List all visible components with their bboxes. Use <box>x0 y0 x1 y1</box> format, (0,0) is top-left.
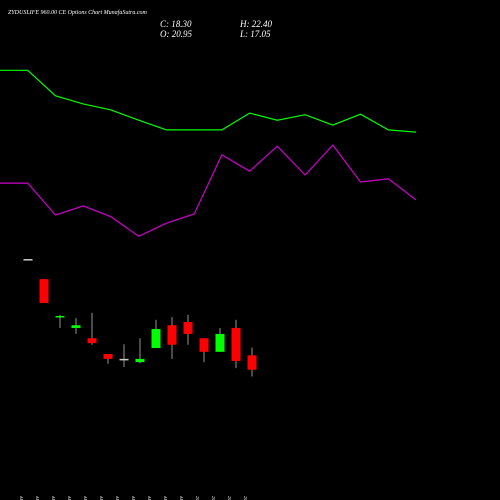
x-tick-label: 03 Dec <box>227 496 233 500</box>
candle-body <box>135 358 145 363</box>
candle-body <box>151 329 161 349</box>
candle-body <box>231 327 241 362</box>
candle-body <box>87 338 97 344</box>
candle-body <box>23 259 33 261</box>
indicator-line <box>0 69 417 133</box>
x-tick-label: 04 Dec <box>242 496 249 500</box>
x-tick-label: 18 Nov <box>51 496 57 500</box>
indicator-line <box>0 144 417 237</box>
candle-body <box>247 355 257 370</box>
x-tick-label: 19 Nov <box>67 496 73 500</box>
x-tick-label: 26 Nov <box>147 496 153 500</box>
candle-body <box>55 316 65 318</box>
x-tick-label: 21 Nov <box>99 496 105 500</box>
candle-body <box>199 338 209 352</box>
x-tick-label: 01 Dec <box>195 496 201 500</box>
x-tick-label: 13 Nov <box>19 496 25 500</box>
x-tick-label: 24 Nov <box>114 496 121 500</box>
candle-body <box>183 321 193 334</box>
close-label: C: 18.30 <box>160 19 192 29</box>
candle-body <box>39 279 49 303</box>
x-tick-label: 25 Nov <box>131 496 137 500</box>
candle-body <box>167 325 177 345</box>
chart-title: ZYDUSLIFE 960.00 CE Options Chart Munafa… <box>8 9 148 16</box>
candle-body <box>215 333 225 352</box>
low-label: L: 17.05 <box>239 29 271 39</box>
x-tick-label: 28 Nov <box>179 496 185 500</box>
candle-body <box>71 325 81 328</box>
x-tick-label: 20 Nov <box>83 496 89 500</box>
x-tick-label: 17 Nov <box>35 496 41 500</box>
high-label: H: 22.40 <box>239 19 272 29</box>
x-tick-label: 27 Nov <box>163 496 169 500</box>
open-label: O: 20.95 <box>160 29 192 39</box>
candle-body <box>119 358 129 361</box>
candle-body <box>103 353 113 359</box>
x-tick-label: 02 Dec <box>211 496 217 500</box>
